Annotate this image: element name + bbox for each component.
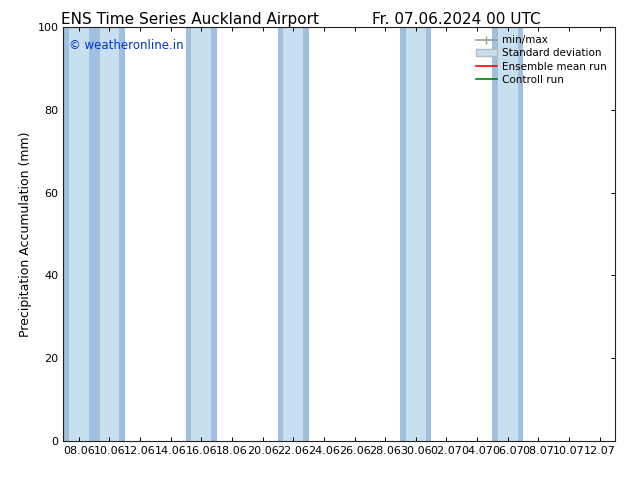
Bar [89,27,94,441]
Bar [303,27,309,441]
Bar [186,27,217,441]
Bar [401,27,406,441]
Bar [94,27,100,441]
Bar [493,27,498,441]
Bar [186,27,191,441]
Y-axis label: Precipitation Accumulation (mm): Precipitation Accumulation (mm) [19,131,32,337]
Legend: min/max, Standard deviation, Ensemble mean run, Controll run: min/max, Standard deviation, Ensemble me… [473,32,610,88]
Bar [517,27,523,441]
Bar [63,27,69,441]
Text: © weatheronline.in: © weatheronline.in [69,39,183,52]
Text: Fr. 07.06.2024 00 UTC: Fr. 07.06.2024 00 UTC [372,12,541,27]
Bar [278,27,283,441]
Bar [63,27,94,441]
Bar [425,27,431,441]
Bar [278,27,309,441]
Bar [94,27,125,441]
Bar [119,27,125,441]
Bar [211,27,217,441]
Bar [493,27,523,441]
Text: ENS Time Series Auckland Airport: ENS Time Series Auckland Airport [61,12,319,27]
Bar [401,27,431,441]
